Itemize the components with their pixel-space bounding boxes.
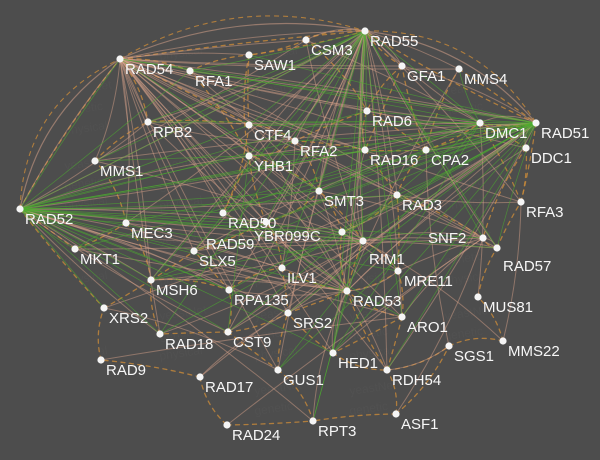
svg-text:genetic: genetic bbox=[0, 174, 9, 193]
svg-text:yeastNet: yeastNet bbox=[538, 2, 588, 23]
svg-text:yeastNet: yeastNet bbox=[538, 452, 588, 460]
svg-text:physical: physical bbox=[443, 418, 488, 438]
svg-text:genetic: genetic bbox=[538, 174, 578, 193]
svg-text:yeastNet: yeastNet bbox=[0, 152, 18, 173]
svg-text:yeastNet: yeastNet bbox=[443, 377, 493, 398]
svg-text:genetic: genetic bbox=[253, 399, 293, 418]
svg-text:physical: physical bbox=[443, 43, 488, 63]
svg-text:genetic: genetic bbox=[63, 24, 103, 43]
svg-text:yeastNet: yeastNet bbox=[443, 452, 493, 460]
svg-text:genetic: genetic bbox=[443, 399, 483, 418]
svg-text:genetic: genetic bbox=[0, 24, 9, 43]
svg-text:yeastNet: yeastNet bbox=[0, 302, 18, 323]
svg-text:yeastNet: yeastNet bbox=[538, 302, 588, 323]
svg-text:yeastNet: yeastNet bbox=[158, 2, 208, 23]
svg-text:yeastNet: yeastNet bbox=[0, 227, 18, 248]
svg-text:yeastNet: yeastNet bbox=[63, 2, 113, 23]
svg-text:yeastNet: yeastNet bbox=[348, 377, 398, 398]
svg-text:yeastNet: yeastNet bbox=[538, 377, 588, 398]
svg-text:physical: physical bbox=[0, 418, 13, 438]
svg-text:genetic: genetic bbox=[158, 399, 198, 418]
svg-text:yeastNet: yeastNet bbox=[0, 77, 18, 98]
svg-text:genetic: genetic bbox=[538, 99, 578, 118]
svg-text:genetic: genetic bbox=[0, 399, 9, 418]
svg-text:yeastNet: yeastNet bbox=[253, 2, 303, 23]
svg-text:genetic: genetic bbox=[0, 324, 9, 343]
svg-text:physical: physical bbox=[538, 43, 583, 63]
svg-text:genetic: genetic bbox=[538, 24, 578, 43]
svg-text:physical: physical bbox=[63, 118, 108, 138]
svg-text:physical: physical bbox=[0, 193, 13, 213]
svg-text:physical: physical bbox=[0, 118, 13, 138]
svg-text:yeastNet: yeastNet bbox=[348, 2, 398, 23]
svg-text:yeastNet: yeastNet bbox=[63, 77, 113, 98]
svg-text:yeastNet: yeastNet bbox=[348, 77, 398, 98]
svg-text:yeastNet: yeastNet bbox=[63, 377, 113, 398]
svg-text:yeastNet: yeastNet bbox=[348, 452, 398, 460]
svg-text:physical: physical bbox=[0, 343, 13, 363]
svg-text:genetic: genetic bbox=[158, 24, 198, 43]
svg-text:yeastNet: yeastNet bbox=[0, 452, 18, 460]
svg-text:genetic: genetic bbox=[63, 99, 103, 118]
svg-text:yeastNet: yeastNet bbox=[443, 2, 493, 23]
svg-text:physical: physical bbox=[63, 418, 108, 438]
svg-text:genetic: genetic bbox=[443, 24, 483, 43]
svg-text:physical: physical bbox=[63, 43, 108, 63]
svg-text:yeastNet: yeastNet bbox=[63, 452, 113, 460]
svg-text:physical: physical bbox=[0, 43, 13, 63]
svg-text:yeastNet: yeastNet bbox=[158, 452, 208, 460]
svg-text:yeastNet: yeastNet bbox=[0, 2, 18, 23]
svg-text:genetic: genetic bbox=[0, 249, 9, 268]
svg-text:genetic: genetic bbox=[63, 399, 103, 418]
svg-text:genetic: genetic bbox=[443, 324, 483, 343]
svg-text:genetic: genetic bbox=[538, 399, 578, 418]
svg-text:yeastNet: yeastNet bbox=[253, 452, 303, 460]
svg-text:physical: physical bbox=[0, 268, 13, 288]
svg-text:yeastNet: yeastNet bbox=[538, 77, 588, 98]
svg-text:physical: physical bbox=[538, 418, 583, 438]
svg-text:physical: physical bbox=[158, 418, 203, 438]
svg-text:genetic: genetic bbox=[0, 99, 9, 118]
svg-text:genetic: genetic bbox=[538, 324, 578, 343]
svg-text:yeastNet: yeastNet bbox=[538, 227, 588, 248]
svg-text:yeastNet: yeastNet bbox=[0, 377, 18, 398]
